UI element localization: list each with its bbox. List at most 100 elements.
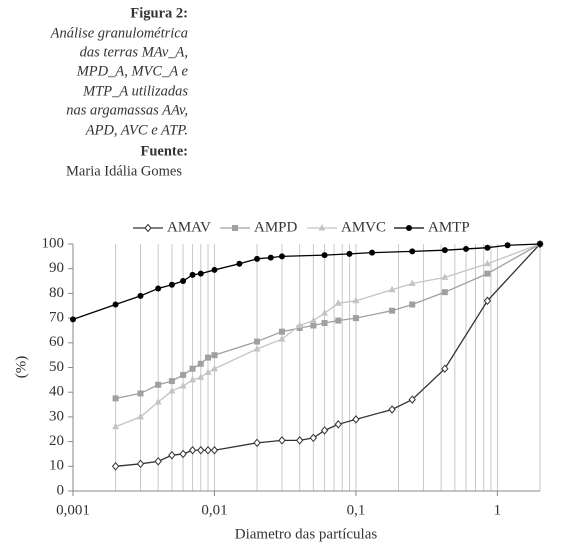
marker <box>406 225 412 231</box>
marker <box>112 301 119 308</box>
marker <box>197 445 205 455</box>
marker <box>278 328 285 335</box>
marker <box>318 224 326 231</box>
marker <box>154 457 162 466</box>
marker <box>180 371 187 378</box>
marker <box>112 422 120 430</box>
y-tick-label: 50 <box>49 359 64 375</box>
marker <box>352 315 359 322</box>
marker <box>483 259 491 267</box>
marker <box>369 249 376 256</box>
marker <box>352 296 360 304</box>
caption-source: Maria Idália Gomes <box>66 163 182 179</box>
marker <box>136 459 145 469</box>
marker <box>504 242 511 249</box>
x-tick-label: 0,1 <box>347 502 366 518</box>
caption-line: APD, AVC e ATP. <box>85 122 188 138</box>
marker <box>155 285 162 292</box>
caption-figure: Figura 2: <box>130 5 188 21</box>
y-tick-label: 40 <box>49 384 64 400</box>
marker <box>204 354 211 361</box>
marker <box>409 248 416 255</box>
legend-label: AMVC <box>341 219 386 235</box>
marker <box>137 292 144 299</box>
marker <box>254 338 261 345</box>
marker <box>278 335 286 342</box>
marker <box>137 390 144 397</box>
marker <box>408 395 416 404</box>
y-tick-label: 20 <box>49 433 64 449</box>
marker <box>188 445 197 455</box>
marker <box>179 382 187 389</box>
legend-label: AMPD <box>254 219 298 235</box>
marker <box>409 301 416 308</box>
marker <box>334 299 342 306</box>
marker <box>484 244 491 251</box>
marker <box>278 253 285 260</box>
x-tick-label: 1 <box>494 502 502 518</box>
marker <box>236 260 243 267</box>
marker <box>441 247 448 254</box>
marker <box>136 412 144 420</box>
marker <box>179 449 187 459</box>
marker <box>296 321 304 329</box>
y-tick-label: 30 <box>49 408 64 424</box>
marker <box>197 373 205 380</box>
marker <box>180 278 187 285</box>
marker <box>204 368 212 375</box>
x-tick-label: 0,001 <box>56 502 90 518</box>
marker <box>111 462 120 471</box>
marker <box>189 375 197 383</box>
marker <box>352 415 360 424</box>
y-tick-label: 0 <box>57 482 65 498</box>
series-line <box>72 243 541 320</box>
x-axis-label: Diametro das partículas <box>235 526 378 542</box>
marker <box>441 364 449 374</box>
marker <box>334 420 342 429</box>
marker <box>168 281 175 288</box>
caption-line: MPD_A, MVC_A e <box>76 63 189 79</box>
marker <box>70 316 76 323</box>
caption-line: nas argamassas AAv, <box>66 102 188 118</box>
marker <box>278 436 286 445</box>
marker <box>197 270 204 277</box>
x-tick-label: 0,01 <box>201 502 227 518</box>
legend-label: AMAV <box>167 219 211 235</box>
y-tick-label: 10 <box>49 458 64 474</box>
marker <box>267 254 274 261</box>
marker <box>204 445 212 455</box>
marker <box>197 360 204 367</box>
marker <box>210 445 219 455</box>
marker <box>254 255 261 262</box>
marker <box>189 271 196 278</box>
marker <box>189 365 196 372</box>
marker <box>309 433 318 443</box>
series-line <box>115 243 541 428</box>
marker <box>484 270 491 277</box>
marker <box>441 289 448 296</box>
marker <box>168 378 175 385</box>
y-tick-label: 100 <box>42 235 65 251</box>
y-tick-label: 80 <box>49 285 64 301</box>
marker <box>320 426 329 435</box>
marker <box>144 223 152 233</box>
caption-line: das terras MAv_A, <box>80 44 188 60</box>
marker <box>321 320 328 327</box>
marker <box>309 316 317 324</box>
marker <box>388 405 396 414</box>
marker <box>408 279 416 287</box>
marker <box>112 395 119 402</box>
y-tick-label: 70 <box>49 310 64 326</box>
series-line <box>115 243 541 467</box>
marker <box>155 381 162 388</box>
marker <box>335 317 342 324</box>
marker <box>321 252 328 259</box>
marker <box>310 322 317 329</box>
marker <box>388 285 396 293</box>
marker <box>389 307 396 314</box>
marker <box>253 438 261 448</box>
marker <box>321 309 329 316</box>
marker <box>168 386 176 394</box>
marker <box>346 250 353 257</box>
